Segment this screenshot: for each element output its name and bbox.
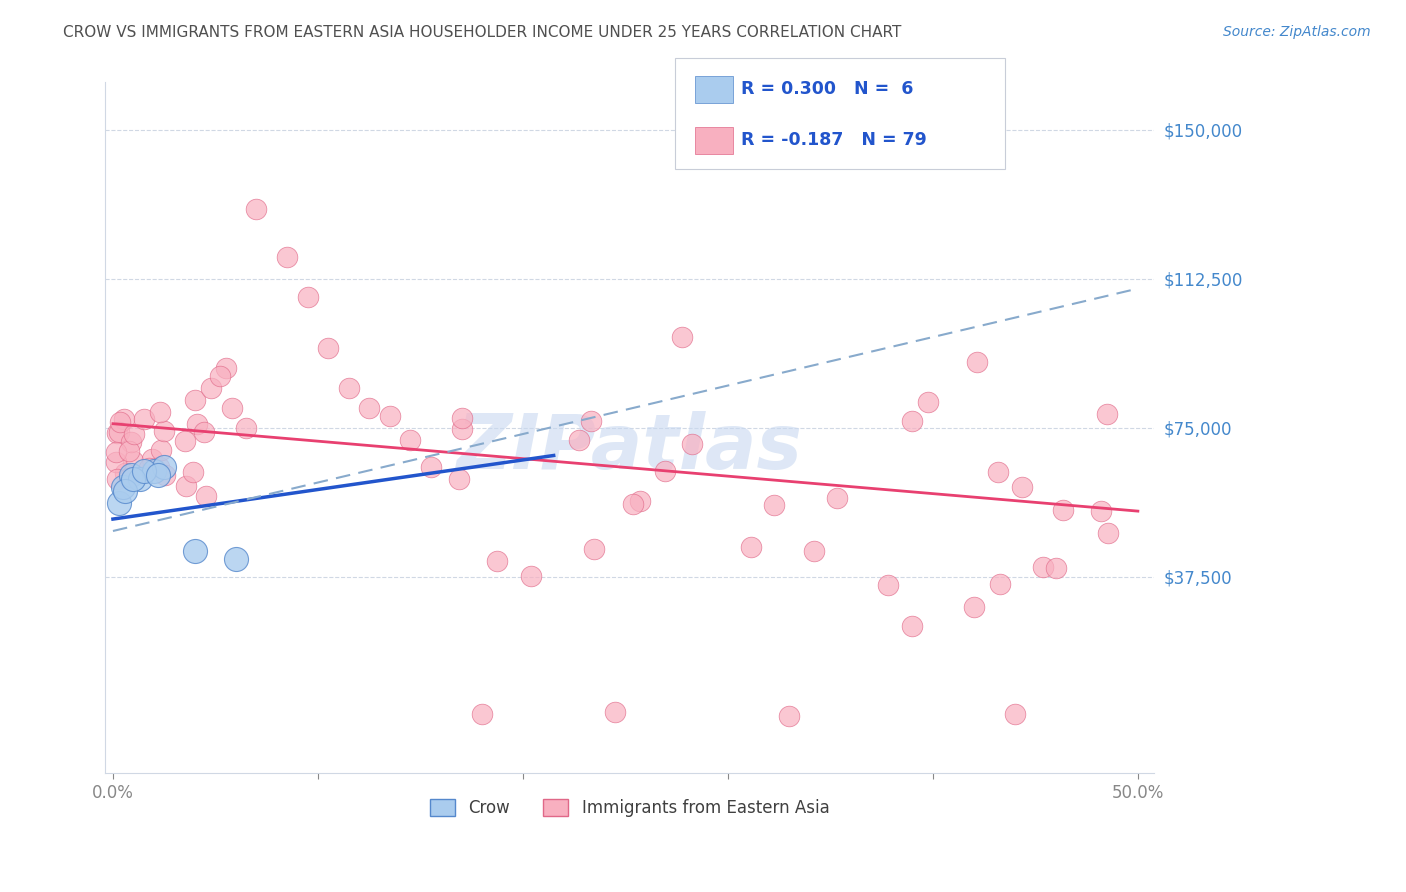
Point <box>621 497 644 511</box>
Point <box>122 426 145 441</box>
Text: Source: ZipAtlas.com: Source: ZipAtlas.com <box>1223 25 1371 39</box>
Point <box>316 341 339 355</box>
Point <box>152 424 174 438</box>
Text: CROW VS IMMIGRANTS FROM EASTERN ASIA HOUSEHOLDER INCOME UNDER 25 YEARS CORRELATI: CROW VS IMMIGRANTS FROM EASTERN ASIA HOU… <box>63 25 901 40</box>
Point <box>134 412 156 426</box>
Point <box>245 202 267 216</box>
Point <box>917 395 939 409</box>
Point <box>173 434 195 449</box>
Point <box>337 381 360 395</box>
Point <box>1011 480 1033 494</box>
Point <box>181 465 204 479</box>
Text: R = -0.187   N = 79: R = -0.187 N = 79 <box>741 131 927 149</box>
Point <box>451 422 474 436</box>
Point <box>485 554 508 568</box>
Point <box>108 496 131 510</box>
Point <box>520 568 543 582</box>
Point <box>654 464 676 478</box>
Point <box>122 454 145 468</box>
Text: R = 0.300   N =  6: R = 0.300 N = 6 <box>741 80 914 98</box>
Point <box>762 498 785 512</box>
Point <box>208 369 231 384</box>
Point <box>148 459 170 474</box>
Point <box>1095 407 1118 421</box>
Text: ZIPatlas: ZIPatlas <box>457 411 803 485</box>
Point <box>112 412 135 426</box>
Point <box>120 434 142 449</box>
Point <box>1032 559 1054 574</box>
Point <box>681 437 703 451</box>
Point <box>471 706 494 721</box>
Point <box>149 405 172 419</box>
Point <box>132 464 155 478</box>
Point <box>359 401 381 415</box>
Point <box>966 355 988 369</box>
Point <box>200 381 222 395</box>
Point <box>988 576 1011 591</box>
Point <box>740 541 762 555</box>
Point <box>901 619 924 633</box>
Point <box>128 472 150 486</box>
Point <box>225 551 247 566</box>
Point <box>1045 560 1067 574</box>
Point <box>105 425 128 440</box>
Point <box>194 489 217 503</box>
Point <box>986 465 1008 479</box>
Point <box>399 433 422 447</box>
Point <box>122 472 145 486</box>
Point <box>105 472 128 486</box>
Point <box>114 484 136 499</box>
Point <box>901 414 924 428</box>
Point <box>583 541 606 556</box>
Point <box>235 420 257 434</box>
Point <box>567 433 589 447</box>
Point <box>142 464 165 478</box>
Point <box>579 414 602 428</box>
Point <box>276 250 298 264</box>
Point <box>671 330 693 344</box>
Point <box>104 445 127 459</box>
Point <box>112 480 135 494</box>
Point <box>1004 706 1026 721</box>
Point <box>118 443 141 458</box>
Point <box>120 468 142 483</box>
Point <box>118 471 141 485</box>
Point <box>1090 504 1112 518</box>
Point <box>628 493 651 508</box>
Point <box>104 455 127 469</box>
Point <box>1052 503 1074 517</box>
Point <box>138 461 160 475</box>
Point <box>186 417 208 431</box>
Point <box>778 708 800 723</box>
Point <box>605 705 627 719</box>
Point <box>963 599 986 614</box>
Point <box>1097 526 1119 541</box>
Point <box>114 466 136 480</box>
Point <box>184 544 207 558</box>
Point <box>150 443 173 458</box>
Point <box>825 491 848 505</box>
Point <box>174 479 197 493</box>
Point <box>451 411 474 425</box>
Point <box>297 289 319 303</box>
Point <box>146 468 169 483</box>
Point <box>155 468 177 483</box>
Point <box>215 361 238 376</box>
Point <box>803 544 825 558</box>
Legend: Crow, Immigrants from Eastern Asia: Crow, Immigrants from Eastern Asia <box>423 792 837 824</box>
Point <box>221 401 243 415</box>
Point <box>153 460 176 475</box>
Point <box>419 460 441 475</box>
Point <box>447 472 470 486</box>
Point <box>184 392 207 407</box>
Point <box>193 425 215 439</box>
Point <box>877 578 900 592</box>
Point <box>378 409 401 423</box>
Point <box>108 425 131 439</box>
Point <box>141 452 163 467</box>
Point <box>110 415 132 429</box>
